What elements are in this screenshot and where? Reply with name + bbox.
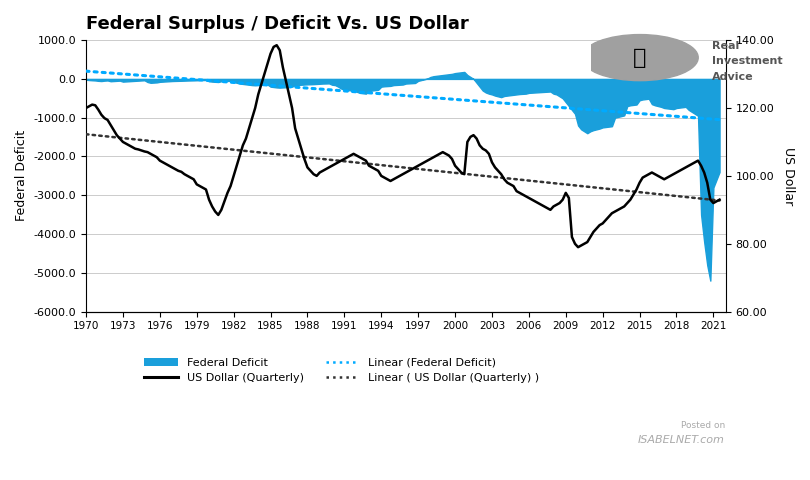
Text: Posted on: Posted on [680,420,725,430]
Y-axis label: Federal Deficit: Federal Deficit [15,131,28,221]
Circle shape [582,35,698,81]
Text: Advice: Advice [712,72,753,82]
Y-axis label: US Dollar: US Dollar [782,147,795,205]
Text: Federal Surplus / Deficit Vs. US Dollar: Federal Surplus / Deficit Vs. US Dollar [86,15,469,33]
Text: ISABELNET.com: ISABELNET.com [638,435,725,445]
Legend: Federal Deficit, US Dollar (Quarterly), Linear (Federal Deficit), Linear ( US Do: Federal Deficit, US Dollar (Quarterly), … [140,353,544,387]
Text: 🦅: 🦅 [633,48,646,68]
Text: Real: Real [712,41,739,51]
Text: Investment: Investment [712,57,782,66]
